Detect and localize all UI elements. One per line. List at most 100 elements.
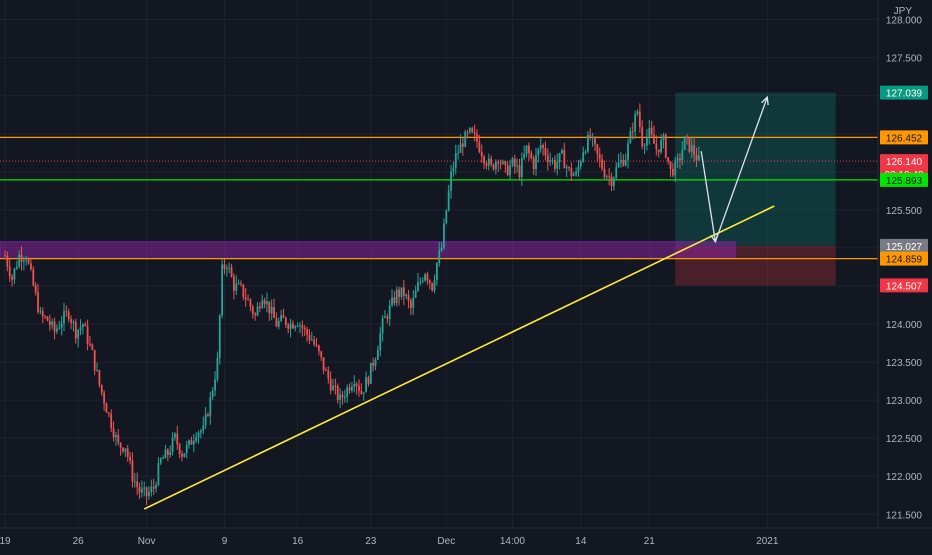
candle-body <box>181 454 183 457</box>
candle-body <box>136 481 139 487</box>
candle-body <box>131 460 134 482</box>
candle-body <box>376 349 379 360</box>
candle-body <box>98 370 101 385</box>
candle-body <box>532 158 535 170</box>
candle-body <box>424 274 426 281</box>
candle-body <box>513 158 516 167</box>
candle-body <box>336 386 339 401</box>
candle-body <box>358 385 360 391</box>
candle-body <box>166 449 169 455</box>
candle-body <box>544 148 547 156</box>
candle-body <box>372 362 375 366</box>
candle-body <box>480 151 483 157</box>
candle-body <box>70 319 72 323</box>
candle-body <box>22 260 25 262</box>
candle-body <box>433 280 436 291</box>
time-tick-label: 9 <box>222 536 228 547</box>
candle-body <box>669 161 672 170</box>
candle-body <box>395 289 398 304</box>
candle-body <box>679 158 681 160</box>
entry-price-tag: 125.027 <box>886 242 923 253</box>
candle-body <box>258 306 261 309</box>
candle-body <box>339 394 342 401</box>
candle-body <box>107 412 110 414</box>
candle-body <box>568 167 570 169</box>
candle-body <box>646 136 648 146</box>
candle-body <box>353 384 356 387</box>
candle-body <box>332 385 334 391</box>
candle-body <box>53 321 56 332</box>
candle-body <box>313 339 316 345</box>
candle-body <box>631 131 634 133</box>
candle-body <box>204 414 207 426</box>
candle-body <box>369 362 372 384</box>
candle-body <box>329 378 332 391</box>
candle-body <box>280 315 283 321</box>
candle-body <box>686 136 688 138</box>
candle-body <box>615 167 618 178</box>
candle-body <box>417 281 419 291</box>
candle-body <box>317 345 320 352</box>
candle-body <box>199 430 202 433</box>
candle-body <box>360 390 363 394</box>
candle-body <box>497 161 500 164</box>
target-price-tag: 127.039 <box>886 89 923 100</box>
candle-body <box>315 344 318 346</box>
candle-body <box>443 223 445 248</box>
candle-body <box>171 437 174 452</box>
support-price-tag-bg <box>880 172 928 187</box>
candle-body <box>32 269 35 286</box>
candle-body <box>225 268 228 270</box>
candle-body <box>587 134 589 152</box>
candle-body <box>327 370 330 379</box>
candle-body <box>528 145 530 153</box>
candle-body <box>523 154 526 159</box>
candle-body <box>242 284 245 298</box>
candle-body <box>150 486 153 492</box>
price-axis[interactable]: JPY 121.500 122.000 122.500 123.000 123.500 12… <box>877 0 932 550</box>
candle-body <box>584 151 587 153</box>
candle-body <box>292 323 294 329</box>
candle-body <box>207 414 209 416</box>
resistance-price-tag: 126.452 <box>886 133 923 144</box>
candle-body <box>450 171 452 191</box>
candle-body <box>192 440 195 445</box>
candle-body <box>464 132 467 147</box>
candle-body <box>301 325 304 329</box>
candle-body <box>214 379 216 391</box>
candle-body <box>438 250 441 263</box>
candle-body <box>235 283 238 291</box>
candle-body <box>129 456 131 461</box>
candle-body <box>254 313 257 316</box>
candle-body <box>509 165 511 176</box>
candle-body <box>103 392 106 404</box>
candle-body <box>381 317 384 334</box>
candle-body <box>476 134 478 142</box>
candle-body <box>268 301 271 314</box>
candle-body <box>431 283 434 291</box>
candle-body <box>51 321 54 326</box>
candle-body <box>282 315 285 318</box>
candle-body <box>648 127 651 137</box>
time-tick-label: 26 <box>73 536 85 547</box>
candle-body <box>178 444 181 455</box>
candle-body <box>122 447 124 452</box>
candle-body <box>641 127 644 147</box>
candle-body <box>41 311 44 317</box>
candle-body <box>93 349 96 371</box>
current-price-tag-bg <box>880 154 928 169</box>
candle-body <box>157 463 160 485</box>
candle-body <box>8 266 11 277</box>
candle-body <box>308 334 311 341</box>
candle-body <box>563 150 566 169</box>
time-axis[interactable]: 19 26 Nov 9 16 23 Dec 14:00 14 21 2021 <box>0 527 932 550</box>
price-tick-label: 125.500 <box>886 206 923 217</box>
candle-body <box>263 300 266 305</box>
candles-layer <box>4 103 700 505</box>
candle-body <box>343 397 346 399</box>
candle-body <box>152 486 155 489</box>
candle-body <box>79 327 82 330</box>
candle-body <box>636 111 639 115</box>
